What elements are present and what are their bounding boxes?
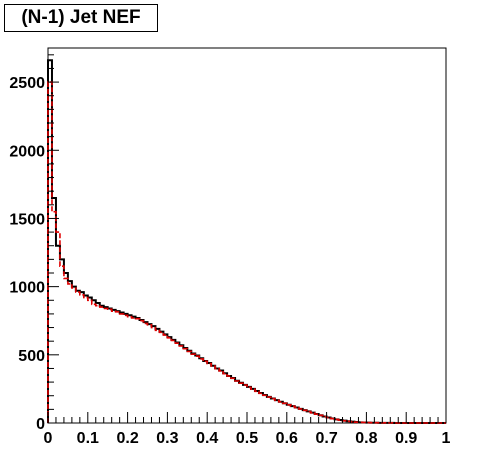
x-tick-label: 1	[442, 430, 451, 447]
x-tick-label: 0.5	[236, 430, 258, 447]
y-tick-label: 500	[18, 348, 45, 365]
series-line-2	[47, 81, 446, 424]
x-axis: 0 0.1 0.2 0.3 0.4 0.5 0.6 0.7 0.8 0.9 1	[44, 412, 451, 447]
series-layer	[47, 59, 446, 424]
x-tick-label: 0.8	[355, 430, 377, 447]
x-tick-label: 0.1	[77, 430, 99, 447]
y-tick-label: 2000	[9, 143, 45, 160]
x-tick-label: 0.2	[116, 430, 138, 447]
y-tick-label: 1500	[9, 211, 45, 228]
x-tick-label: 0.3	[156, 430, 178, 447]
y-tick-label: 2500	[9, 75, 45, 92]
y-tick-label: 0	[36, 416, 45, 433]
x-tick-label: 0.4	[196, 430, 218, 447]
x-tick-label: 0.9	[395, 430, 417, 447]
y-axis: 0 500 1000 1500 2000 2500	[9, 54, 59, 433]
x-tick-label: 0.7	[315, 430, 337, 447]
y-tick-label: 1000	[9, 280, 45, 297]
x-tick-label: 0	[44, 430, 53, 447]
chart-title: (N-1) Jet NEF	[4, 4, 158, 32]
x-tick-label: 0.6	[276, 430, 298, 447]
plot-frame	[47, 47, 447, 424]
